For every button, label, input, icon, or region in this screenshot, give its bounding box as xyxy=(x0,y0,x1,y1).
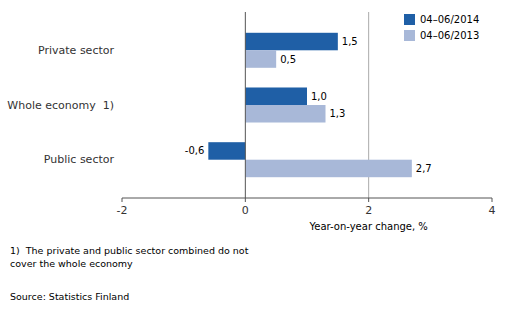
bar xyxy=(245,33,337,51)
data-label: 0,5 xyxy=(280,54,296,65)
footnote: 1) The private and public sector combine… xyxy=(10,245,249,269)
bar xyxy=(208,142,245,160)
y-tick-label: Whole economy 1) xyxy=(7,99,114,112)
x-tick xyxy=(368,198,369,202)
data-label: 2,7 xyxy=(416,163,432,174)
bar xyxy=(245,50,276,68)
x-tick-label: -2 xyxy=(117,204,128,217)
bars xyxy=(208,33,411,177)
x-tick xyxy=(245,198,246,202)
x-axis-line xyxy=(122,198,492,199)
x-tick-label: 2 xyxy=(365,204,372,217)
x-tick-label: 4 xyxy=(489,204,496,217)
legend-swatch xyxy=(404,30,415,41)
x-tick xyxy=(122,198,123,202)
data-label: 1,3 xyxy=(330,108,346,119)
bar xyxy=(245,105,325,123)
legend: 04–06/2014 04–06/2013 xyxy=(404,14,479,41)
source: Source: Statistics Finland xyxy=(10,291,129,302)
legend-swatch xyxy=(404,14,415,25)
x-tick-label: 0 xyxy=(242,204,249,217)
data-label: -0,6 xyxy=(185,145,205,156)
data-labels: -0,6 1,0 1,5 2,7 1,3 0,5 xyxy=(185,36,432,174)
chart: -0,6 1,0 1,5 2,7 1,3 0,5 -2 0 2 4 Public sector Who… xyxy=(0,0,517,323)
legend-label: 04–06/2014 xyxy=(420,14,479,25)
data-label: 1,0 xyxy=(311,91,327,102)
x-tick xyxy=(492,198,493,202)
y-tick-label: Private sector xyxy=(38,44,114,57)
x-axis-label: Year-on-year change, % xyxy=(308,221,427,232)
y-tick-label: Public sector xyxy=(44,153,115,166)
bar xyxy=(245,160,411,178)
legend-label: 04–06/2013 xyxy=(420,30,479,41)
data-label: 1,5 xyxy=(342,36,358,47)
zero-line xyxy=(245,12,246,198)
bar xyxy=(245,87,307,105)
